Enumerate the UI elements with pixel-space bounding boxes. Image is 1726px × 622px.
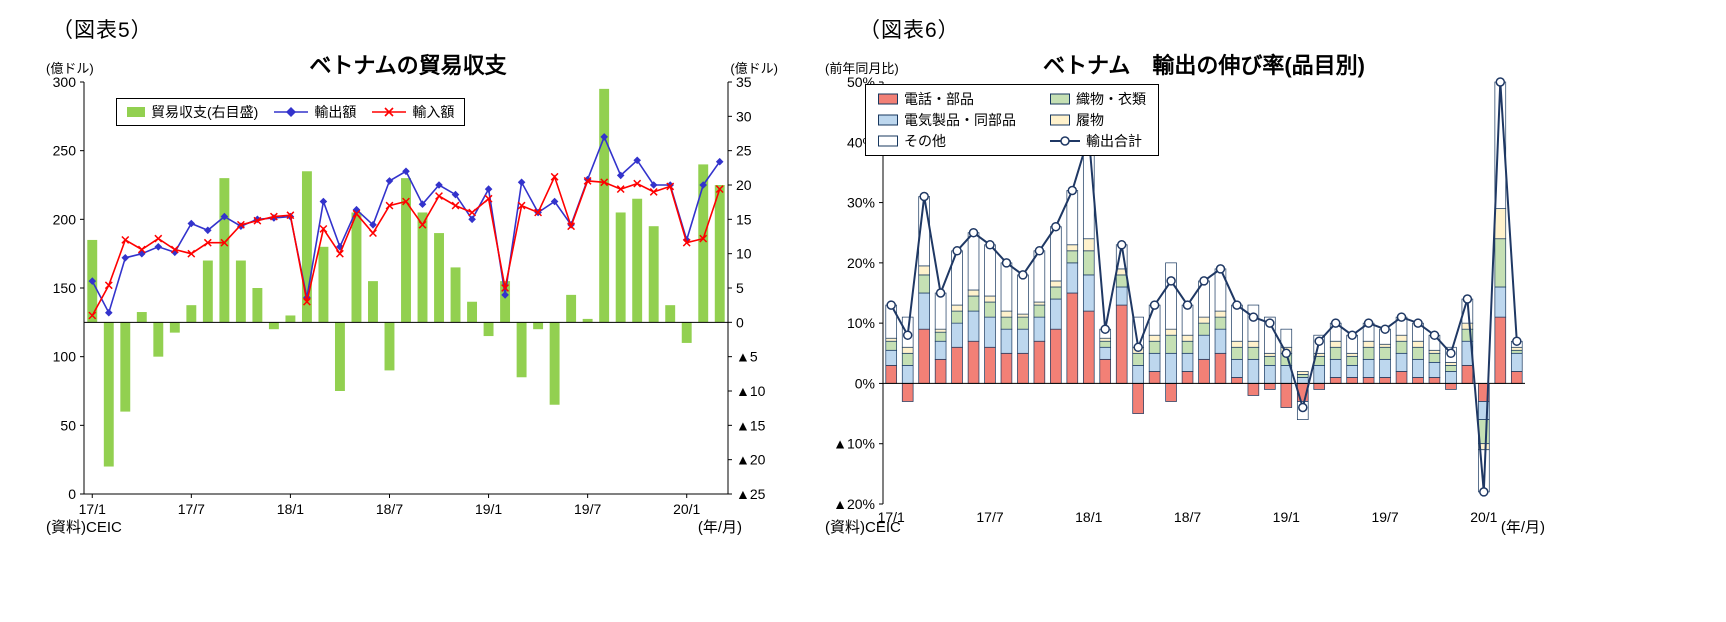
legend-item-others: その他 — [878, 131, 1016, 151]
svg-text:▲10%: ▲10% — [833, 436, 875, 452]
svg-text:0: 0 — [736, 314, 744, 330]
legend-item-total-exports: 輸出合計 — [1050, 131, 1146, 151]
legend-item-electronics: 電気製品・同部品 — [878, 110, 1016, 130]
footwear-swatch-icon — [1050, 114, 1070, 126]
figure-6-axis-note: (年/月) — [1500, 519, 1545, 536]
legend-label-electronics: 電気製品・同部品 — [904, 112, 1016, 128]
trade-balance-bars — [87, 88, 725, 467]
svg-text:17/1: 17/1 — [79, 501, 106, 517]
right-axis-unit-label: (億ドル) — [730, 61, 778, 76]
svg-text:▲10: ▲10 — [736, 383, 766, 399]
svg-text:0%: 0% — [855, 375, 875, 391]
series-total-exports — [886, 77, 1522, 497]
svg-text:18/7: 18/7 — [1174, 509, 1201, 525]
svg-text:▲5: ▲5 — [736, 349, 758, 365]
figure-6-title: ベトナム 輸出の伸び率(品目別) — [1043, 53, 1365, 78]
svg-text:20/1: 20/1 — [673, 501, 700, 517]
legend-label-phones: 電話・部品 — [904, 91, 974, 107]
axis-tick-labels: 0 50 100 150 200 250 300 ▲25 ▲20 ▲15 ▲10 ▲5 0 5 10 15 20… — [53, 74, 766, 517]
figure-5-legend: 貿易収支(右目盛) 輸出額 輸入額 — [116, 98, 466, 126]
figure-6-legend: 電話・部品 織物・衣類 電気製品・同部品 履物 — [865, 84, 1159, 156]
figure-5-title: ベトナムの貿易収支 — [309, 53, 507, 78]
legend-label-total-exports: 輸出合計 — [1086, 133, 1142, 149]
legend-item-trade-balance: 貿易収支(右目盛) — [127, 102, 258, 122]
axes — [80, 81, 732, 498]
figure-6-export-growth: （図表6） ベトナム 輸出の伸び率(品目別) (前年同月比) 電話・部品 織物・… — [825, 14, 1545, 614]
svg-text:5: 5 — [736, 280, 744, 296]
svg-text:100: 100 — [53, 349, 77, 365]
others-swatch-icon — [878, 135, 898, 147]
svg-text:17/7: 17/7 — [178, 501, 205, 517]
total-exports-line-swatch-icon — [1050, 136, 1080, 146]
svg-text:18/7: 18/7 — [376, 501, 403, 517]
exports-line-swatch-icon — [274, 107, 309, 117]
svg-text:50: 50 — [60, 417, 76, 433]
legend-item-exports: 輸出額 — [274, 102, 356, 122]
figure-6-label: （図表6） — [859, 19, 960, 42]
svg-text:20%: 20% — [847, 255, 875, 271]
svg-text:35: 35 — [736, 74, 752, 90]
svg-text:300: 300 — [53, 74, 77, 90]
svg-text:18/1: 18/1 — [277, 501, 304, 517]
svg-text:▲20: ▲20 — [736, 452, 766, 468]
trade-balance-bar-swatch-icon — [127, 107, 145, 117]
figure-5-trade-balance: （図表5） ベトナムの貿易収支 (億ドル) (億ドル) 貿易収支(右目盛) 輸出… — [38, 14, 788, 614]
svg-text:30%: 30% — [847, 195, 875, 211]
legend-item-footwear: 履物 — [1050, 110, 1146, 130]
imports-line-swatch-icon — [372, 107, 407, 117]
svg-text:19/1: 19/1 — [1273, 509, 1300, 525]
svg-text:15: 15 — [736, 211, 752, 227]
svg-text:17/7: 17/7 — [976, 509, 1003, 525]
svg-text:19/7: 19/7 — [574, 501, 601, 517]
trade-balance-chart: 0 50 100 150 200 250 300 ▲25 ▲20 ▲15 ▲10 ▲5 0 5 10 15 20… — [53, 74, 766, 517]
svg-text:30: 30 — [736, 108, 752, 124]
svg-text:18/1: 18/1 — [1075, 509, 1102, 525]
legend-label-textiles: 織物・衣類 — [1076, 91, 1146, 107]
svg-text:19/7: 19/7 — [1371, 509, 1398, 525]
series-imports — [88, 172, 724, 320]
svg-text:200: 200 — [53, 211, 77, 227]
figure-6-source: (資料)CEIC — [825, 519, 901, 536]
axis-tick-labels: ▲20%▲10%0%10%20%30%40%50%17/1 17/7 18/1 18/… — [833, 74, 1498, 525]
legend-label-imports: 輸入額 — [412, 104, 455, 120]
export-growth-chart: ▲20%▲10%0%10%20%30%40%50%17/1 17/7 18/1 18/… — [833, 74, 1525, 525]
svg-text:25: 25 — [736, 143, 752, 159]
svg-text:▲15: ▲15 — [736, 417, 766, 433]
svg-text:▲25: ▲25 — [736, 486, 766, 502]
legend-item-textiles: 織物・衣類 — [1050, 89, 1146, 109]
legend-item-imports: 輸入額 — [372, 102, 454, 122]
legend-label-others: その他 — [904, 133, 946, 149]
svg-text:150: 150 — [53, 280, 77, 296]
figure-5-label: （図表5） — [52, 19, 153, 42]
yoy-axis-unit-label: (前年同月比) — [825, 61, 899, 76]
svg-text:▲20%: ▲20% — [833, 496, 875, 512]
svg-text:20: 20 — [736, 177, 752, 193]
figure-5-source: (資料)CEIC — [46, 519, 122, 536]
legend-label-footwear: 履物 — [1076, 112, 1104, 128]
svg-text:19/1: 19/1 — [475, 501, 502, 517]
svg-text:20/1: 20/1 — [1470, 509, 1497, 525]
figure-5-axis-note: (年/月) — [697, 519, 742, 536]
legend-item-phones: 電話・部品 — [878, 89, 1016, 109]
svg-text:17/1: 17/1 — [878, 509, 905, 525]
svg-text:0: 0 — [68, 486, 76, 502]
legend-label-exports: 輸出額 — [314, 104, 357, 120]
svg-text:10: 10 — [736, 246, 752, 262]
svg-text:10%: 10% — [847, 315, 875, 331]
electronics-swatch-icon — [878, 114, 898, 126]
left-axis-unit-label: (億ドル) — [46, 61, 94, 76]
legend-label-trade-balance: 貿易収支(右目盛) — [151, 104, 259, 120]
phones-swatch-icon — [878, 93, 898, 105]
textiles-swatch-icon — [1050, 93, 1070, 105]
svg-text:250: 250 — [53, 143, 77, 159]
export-growth-stacked-bars — [885, 81, 1523, 493]
